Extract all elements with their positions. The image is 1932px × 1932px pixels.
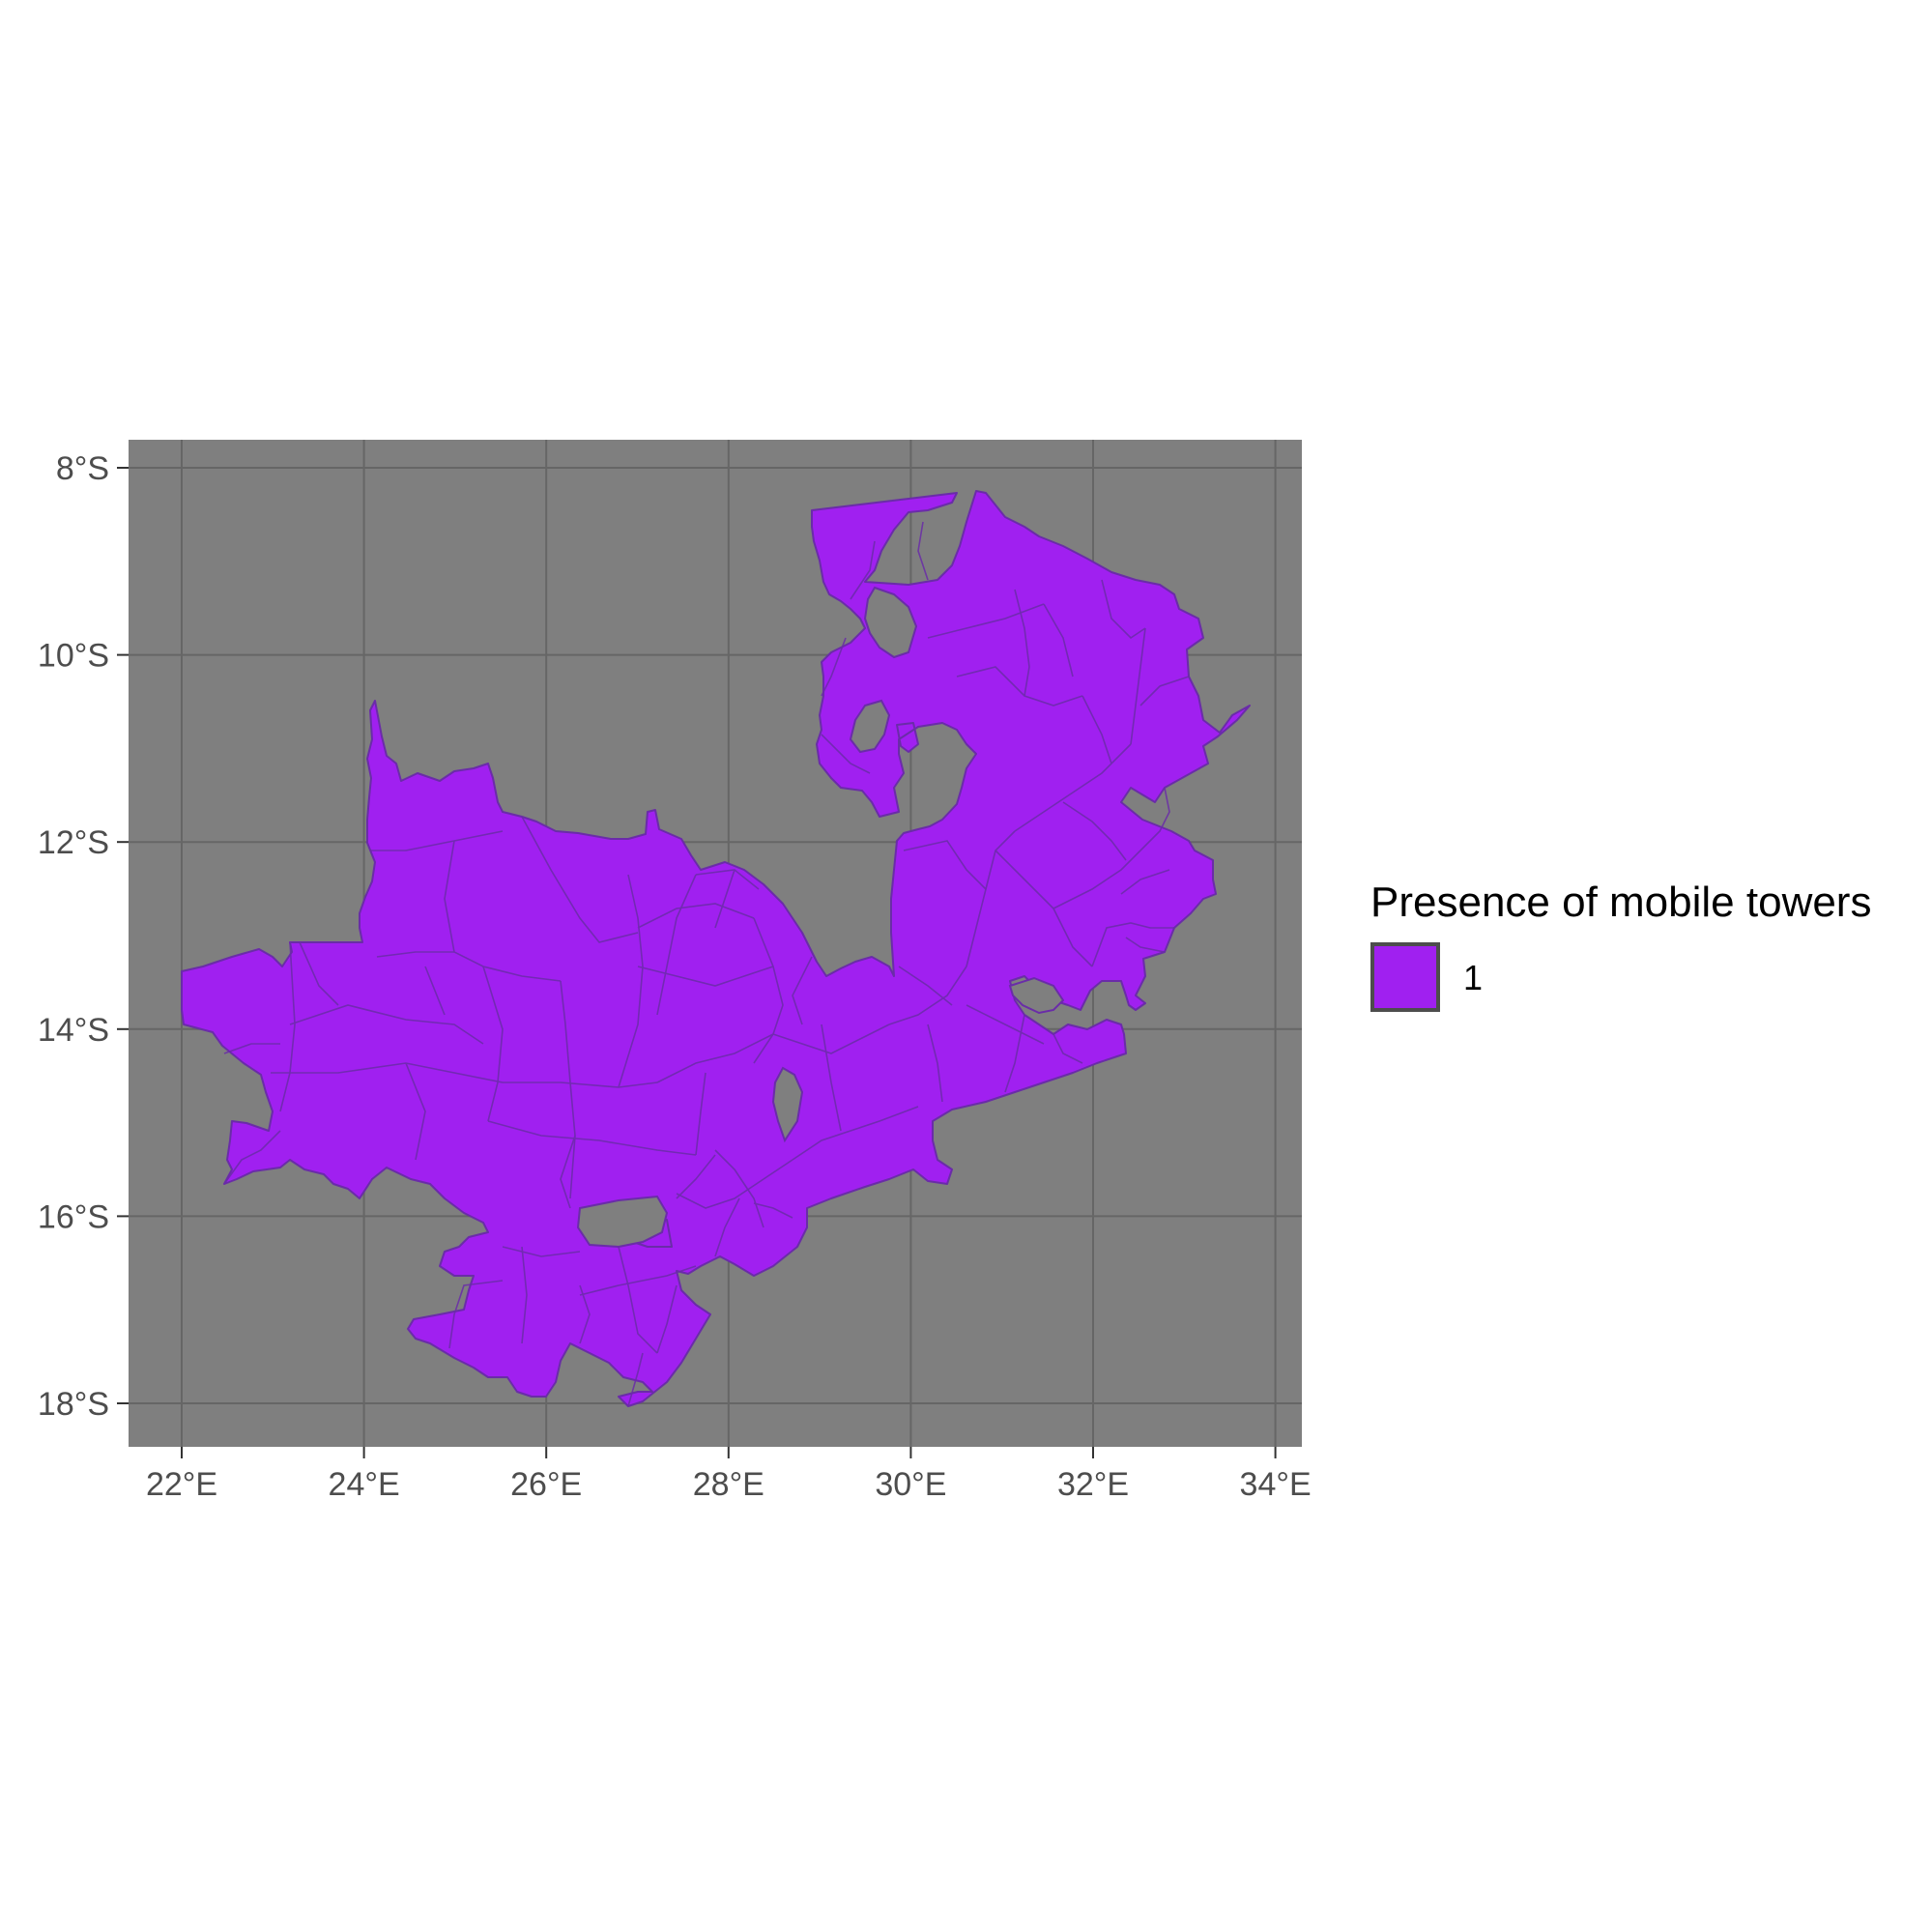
x-tick-label: 24°E	[329, 1466, 400, 1503]
lake-mweru-wantipa-gap	[863, 586, 918, 659]
x-tick-label: 32°E	[1057, 1466, 1129, 1503]
x-tick-label: 34°E	[1240, 1466, 1312, 1503]
y-axis: 8°S 10°S 12°S 14°S 16°S 18°S	[38, 450, 129, 1423]
x-tick-label: 26°E	[510, 1466, 582, 1503]
y-tick-label: 18°S	[38, 1386, 109, 1423]
district-boundaries	[223, 521, 1190, 1407]
y-tick-label: 10°S	[38, 638, 109, 675]
x-tick-label: 28°E	[693, 1466, 764, 1503]
kafue-gap	[771, 1066, 804, 1143]
legend-title: Presence of mobile towers	[1370, 879, 1871, 926]
legend-key-1	[1370, 942, 1440, 1012]
y-tick-label: 16°S	[38, 1198, 109, 1235]
y-tick-label: 12°S	[38, 824, 109, 861]
south-gap	[576, 1195, 669, 1249]
mozambique-inlet-gap	[1008, 976, 1065, 1015]
y-tick-label: 8°S	[56, 450, 109, 487]
x-tick-label: 22°E	[146, 1466, 217, 1503]
bangweulu-gap	[849, 699, 891, 754]
y-tick-label: 14°S	[38, 1012, 109, 1049]
x-tick-label: 30°E	[875, 1466, 946, 1503]
legend-entry-label: 1	[1463, 958, 1483, 997]
x-axis: 22°E 24°E 26°E 28°E 30°E 32°E 34°E	[146, 1447, 1312, 1503]
legend: Presence of mobile towers 1	[1370, 879, 1871, 1012]
